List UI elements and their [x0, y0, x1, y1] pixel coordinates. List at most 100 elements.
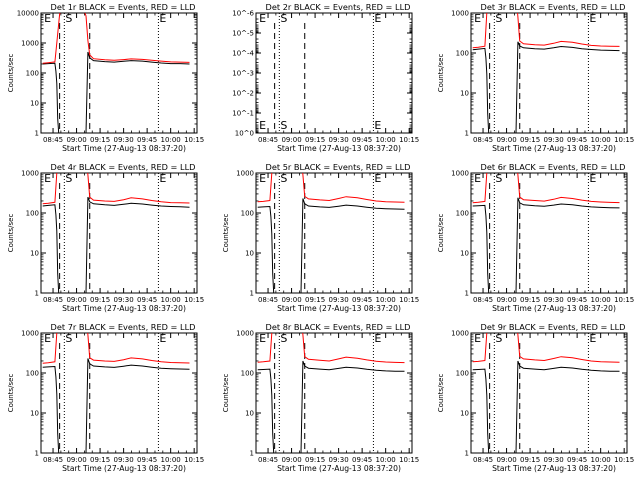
- plot-series: [257, 173, 405, 293]
- panel-title: Det 5r BLACK = Events, RED = LLD: [266, 162, 411, 172]
- marker-start-label: S: [65, 12, 72, 25]
- x-tick-label: 10:00: [376, 456, 396, 464]
- x-tick-label: 10:15: [399, 296, 419, 304]
- y-axis-label: Counts/sec: [437, 214, 445, 253]
- y-tick-label: 1000: [451, 330, 469, 338]
- x-tick-label: 08:45: [43, 456, 63, 464]
- x-axis-label: Start Time (27-Aug-13 08:37:20): [62, 464, 186, 473]
- y-tick-label: 1000: [21, 170, 39, 178]
- y-tick-label: 100: [241, 370, 254, 378]
- x-tick-label: 09:15: [90, 296, 110, 304]
- marker-bottom-label: S: [280, 119, 287, 132]
- panel-title: Det 2r BLACK = Events, RED = LLD: [266, 2, 411, 12]
- panel-det-3: Det 3r BLACK = Events, RED = LLD 1 10 100 10…: [437, 2, 634, 153]
- marker-end-label: E: [259, 332, 266, 345]
- marker-end-label: E: [474, 12, 481, 25]
- x-tick-label: 09:00: [281, 456, 301, 464]
- x-tick-label: 08:45: [43, 136, 63, 144]
- y-tick-label: 1: [465, 290, 469, 298]
- x-tick-label: 09:45: [352, 456, 372, 464]
- marker-end-label: E: [159, 12, 166, 25]
- panel-det-6: Det 6r BLACK = Events, RED = LLD 1 10 100 10…: [437, 162, 634, 313]
- marker-start-label: S: [280, 172, 287, 185]
- x-tick-label: 08:45: [43, 296, 63, 304]
- marker-end-label: E: [44, 332, 51, 345]
- x-tick-label: 08:45: [258, 296, 278, 304]
- panel-title: Det 6r BLACK = Events, RED = LLD: [481, 162, 626, 172]
- y-tick-label: 10: [30, 100, 39, 108]
- x-tick-label: 10:00: [376, 296, 396, 304]
- marker-end-label: E: [159, 172, 166, 185]
- marker-end-label: E: [374, 172, 381, 185]
- x-tick-label: 09:30: [329, 136, 349, 144]
- marker-end-label: E: [374, 332, 381, 345]
- x-tick-label: 09:15: [520, 136, 540, 144]
- marker-bottom-label: E: [259, 119, 266, 132]
- y-tick-label: 100: [26, 70, 39, 78]
- panel-title: Det 9r BLACK = Events, RED = LLD: [481, 322, 626, 332]
- panel-det-4: Det 4r BLACK = Events, RED = LLD 1 10 100 10…: [7, 162, 204, 313]
- y-tick-label: 1000: [236, 330, 254, 338]
- lld-series-line: [257, 333, 405, 364]
- marker-end-label: E: [589, 172, 596, 185]
- x-tick-label: 08:45: [473, 136, 493, 144]
- x-tick-label: 09:45: [137, 456, 157, 464]
- marker-bottom-label: E: [374, 119, 381, 132]
- panel-title: Det 1r BLACK = Events, RED = LLD: [51, 2, 196, 12]
- x-tick-label: 09:00: [496, 296, 516, 304]
- x-axis-label: Start Time (27-Aug-13 08:37:20): [492, 464, 616, 473]
- panel-det-2: Det 2r BLACK = Events, RED = LLD 10^0 10^-…: [232, 2, 419, 153]
- x-axis-label: Start Time (27-Aug-13 08:37:20): [492, 144, 616, 153]
- plot-series: [42, 173, 190, 293]
- x-tick-label: 09:30: [544, 296, 564, 304]
- x-tick-label: 09:45: [567, 296, 587, 304]
- y-tick-label: 1: [35, 450, 39, 458]
- x-tick-label: 09:30: [329, 456, 349, 464]
- x-tick-label: 09:45: [567, 136, 587, 144]
- y-tick-label: 10^-2: [232, 90, 254, 98]
- x-tick-label: 09:15: [90, 136, 110, 144]
- events-series-line: [472, 41, 620, 133]
- y-tick-label: 100: [26, 370, 39, 378]
- y-tick-label: 1: [250, 450, 254, 458]
- marker-start-label: S: [65, 332, 72, 345]
- plot-frame: [255, 332, 413, 454]
- x-axis-label: Start Time (27-Aug-13 08:37:20): [277, 304, 401, 313]
- y-axis-label: Counts/sec: [437, 54, 445, 93]
- x-tick-label: 09:15: [305, 456, 325, 464]
- marker-end-label: E: [589, 332, 596, 345]
- x-tick-label: 10:15: [184, 296, 204, 304]
- x-tick-label: 10:15: [614, 296, 634, 304]
- panel-det-5: Det 5r BLACK = Events, RED = LLD 1 10 100 10…: [222, 162, 419, 313]
- x-axis-label: Start Time (27-Aug-13 08:37:20): [492, 304, 616, 313]
- marker-start-label: S: [495, 172, 502, 185]
- y-tick-label: 1: [465, 450, 469, 458]
- x-axis-label: Start Time (27-Aug-13 08:37:20): [62, 304, 186, 313]
- plot-frame: [40, 172, 198, 294]
- x-tick-label: 10:15: [184, 456, 204, 464]
- x-tick-label: 10:00: [161, 136, 181, 144]
- y-tick-label: 10^-1: [232, 110, 254, 118]
- marker-end-label: E: [374, 12, 381, 25]
- marker-end-label: E: [159, 332, 166, 345]
- plot-series: [42, 333, 190, 453]
- x-tick-label: 10:15: [614, 456, 634, 464]
- x-tick-label: 09:00: [281, 136, 301, 144]
- events-series-line: [257, 198, 405, 293]
- events-series-line: [42, 51, 190, 133]
- y-axis-label: Counts/sec: [7, 374, 15, 413]
- x-tick-label: 09:30: [544, 456, 564, 464]
- y-tick-label: 10: [460, 90, 469, 98]
- y-axis-label: Counts/sec: [222, 214, 230, 253]
- y-tick-label: 1: [250, 290, 254, 298]
- x-tick-label: 09:30: [329, 296, 349, 304]
- plot-series: [472, 173, 620, 293]
- x-tick-label: 10:15: [184, 136, 204, 144]
- y-axis-label: Counts/sec: [222, 374, 230, 413]
- y-tick-label: 10^-5: [232, 30, 254, 38]
- lld-series-line: [257, 173, 405, 203]
- lld-series-line: [42, 173, 190, 205]
- x-tick-label: 10:00: [591, 456, 611, 464]
- events-series-line: [472, 360, 620, 453]
- y-tick-label: 1000: [21, 40, 39, 48]
